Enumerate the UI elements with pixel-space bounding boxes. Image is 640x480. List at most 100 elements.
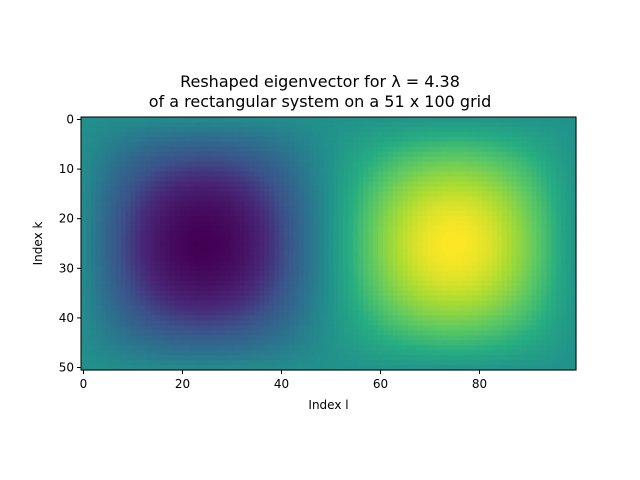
heatmap-cell [264,315,270,321]
heatmap-cell [422,260,429,267]
heatmap-cell [402,260,409,267]
heatmap-cell [160,330,166,336]
heatmap-cell [81,201,87,207]
heatmap-cell [551,151,557,158]
heatmap-cell [165,280,171,287]
heatmap-cell [378,141,384,148]
heatmap-cell [204,350,211,356]
heatmap-cell [313,305,320,312]
heatmap-cell [298,340,305,346]
heatmap-cell [293,196,300,202]
heatmap-cell [566,345,572,351]
heatmap-cell [501,335,508,341]
heatmap-cell [249,295,255,302]
heatmap-cell [105,270,112,277]
heatmap-cell [447,176,453,183]
heatmap-cell [457,265,463,272]
heatmap-cell [318,325,325,331]
heatmap-cell [204,355,211,361]
heatmap-cell [264,126,270,133]
heatmap-cell [298,216,305,222]
heatmap-cell [214,270,221,277]
heatmap-cell [422,176,429,183]
heatmap-cell [184,330,191,336]
heatmap-cell [363,315,369,321]
heatmap-cell [249,285,255,292]
heatmap-cell [259,226,265,232]
heatmap-cell [214,245,221,252]
heatmap-cell [561,206,567,212]
heatmap-cell [219,275,226,282]
heatmap-cell [209,265,216,272]
heatmap-cell [288,176,295,183]
heatmap-cell [353,305,359,312]
heatmap-cell [140,350,146,356]
heatmap-cell [412,156,419,163]
heatmap-cell [254,330,260,336]
heatmap-cell [338,310,344,317]
heatmap-cell [145,330,151,336]
heatmap-cell [516,345,523,351]
heatmap-cell [417,290,424,297]
heatmap-cell [234,355,240,361]
heatmap-cell [105,211,112,217]
heatmap-cell [264,270,270,277]
heatmap-cell [363,325,369,331]
heatmap-cell [199,280,206,287]
heatmap-cell [432,231,438,237]
heatmap-cell [170,171,176,178]
heatmap-cell [120,305,127,312]
heatmap-cell [387,280,394,287]
heatmap-cell [333,176,339,183]
heatmap-cell [264,285,270,292]
heatmap-cell [382,216,389,222]
heatmap-cell [194,250,201,257]
heatmap-cell [333,216,339,222]
heatmap-cell [496,176,503,183]
heatmap-cell [561,305,567,312]
heatmap-cell [432,181,438,188]
heatmap-cell [214,295,221,302]
heatmap-cell [155,146,161,153]
heatmap-cell [348,250,354,257]
heatmap-cell [452,285,458,292]
heatmap-cell [318,270,325,277]
heatmap-cell [125,171,132,178]
heatmap-cell [353,136,359,143]
heatmap-cell [244,211,250,217]
heatmap-cell [437,186,443,193]
heatmap-cell [358,325,364,331]
heatmap-cell [551,250,557,257]
heatmap-cell [180,191,186,197]
heatmap-cell [244,330,250,336]
heatmap-cell [298,121,305,128]
heatmap-cell [140,186,146,193]
heatmap-cell [184,265,191,272]
heatmap-cell [140,211,146,217]
heatmap-cell [234,156,240,163]
heatmap-cell [100,121,107,128]
heatmap-cell [293,330,300,336]
heatmap-cell [120,330,127,336]
heatmap-cell [165,255,171,262]
heatmap-cell [496,255,503,262]
heatmap-cell [382,295,389,302]
heatmap-cell [521,355,528,361]
heatmap-cell [358,146,364,153]
heatmap-cell [491,191,498,197]
heatmap-cell [170,117,176,123]
heatmap-cell [437,216,443,222]
heatmap-cell [150,221,156,227]
heatmap-cell [486,335,493,341]
heatmap-cell [81,320,87,326]
heatmap-cell [269,231,275,237]
heatmap-cell [204,117,211,123]
heatmap-cell [556,260,562,267]
heatmap-cell [189,166,196,173]
heatmap-cell [170,265,176,272]
heatmap-cell [264,320,270,326]
heatmap-cell [358,305,364,312]
heatmap-cell [219,280,226,287]
heatmap-cell [387,241,394,247]
heatmap-cell [363,141,369,148]
